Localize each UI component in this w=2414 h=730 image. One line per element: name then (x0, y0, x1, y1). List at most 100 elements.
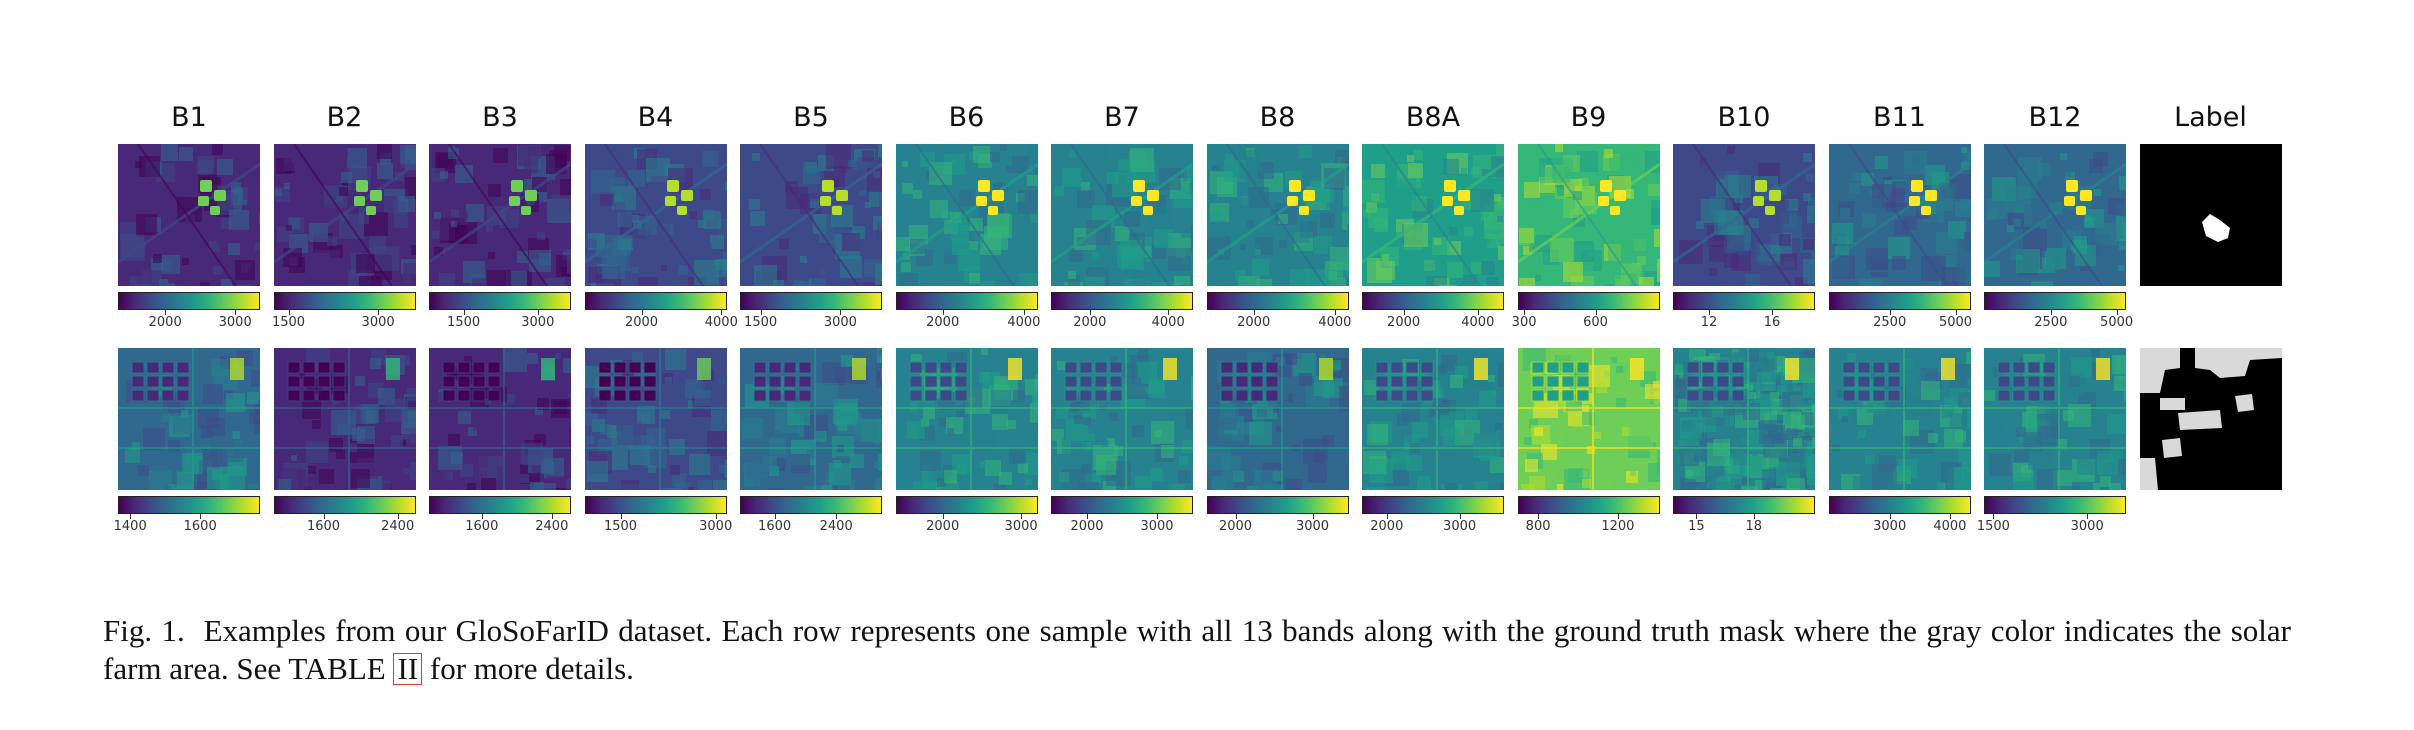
colorbar-tick (551, 514, 553, 519)
band-tile-b2-row2 (273, 348, 416, 490)
colorbar-b11-row1 (1828, 292, 1971, 310)
band-image (1362, 348, 1504, 490)
colorbar-tick (2050, 310, 2052, 315)
colorbar-tick (1334, 310, 1336, 315)
colorbar-tick-label: 16 (1763, 315, 1781, 330)
colorbar-b8-row2 (1206, 496, 1349, 514)
band-title-b6: B6 (948, 102, 985, 133)
caption-text: Examples from our GloSoFarID dataset. Ea… (103, 613, 2292, 686)
colorbar-tick (620, 514, 622, 519)
colorbar-tick (1253, 310, 1255, 315)
colorbar-tick-label: 1500 (744, 315, 778, 330)
band-tile-b4-row1 (584, 144, 727, 286)
band-title-b2: B2 (326, 102, 363, 133)
figure: B1 2000 3000 1400 1600 B2 1500 3000 1600 2400 B3 15… (114, 102, 2282, 534)
colorbar-b7-row2 (1051, 496, 1193, 514)
band-tile-b9-row1 (1517, 144, 1660, 286)
colorbar-tick-label: 2000 (926, 315, 960, 330)
label-mask-row2 (2139, 348, 2282, 490)
colorbar-b2-row1 (273, 292, 416, 310)
band-tile-b11-row2 (1828, 348, 1971, 490)
colorbar-tick (1955, 310, 1957, 315)
colorbar-tick (1617, 514, 1619, 519)
colorbar-tick (1709, 310, 1710, 315)
figure-caption: Fig. 1. Examples from our GloSoFarID dat… (103, 612, 2291, 688)
band-image (1673, 144, 1815, 286)
colorbar-tick (1949, 514, 1951, 519)
colorbar-tick-label: 3000 (1140, 519, 1174, 534)
band-tile-b6-row1 (895, 144, 1038, 286)
band-tile-b12-row1 (1984, 144, 2126, 286)
band-image (895, 144, 1038, 286)
ground-truth-mask (2139, 348, 2282, 490)
colorbar-tick (942, 514, 944, 519)
colorbar-b12-row1 (1984, 292, 2126, 310)
ground-truth-mask (2139, 144, 2282, 286)
colorbar-b1-row1 (118, 292, 260, 310)
band-title-b9: B9 (1570, 102, 1607, 133)
band-tile-b2-row1 (273, 144, 416, 286)
colorbar-tick (1168, 310, 1170, 315)
colorbar-tick (774, 514, 776, 519)
colorbar-tick (760, 310, 762, 315)
colorbar-b4-row2 (584, 496, 727, 514)
band-title-b8: B8 (1259, 102, 1296, 133)
band-image (740, 348, 882, 490)
colorbar-tick-label: 4000 (1933, 519, 1967, 534)
colorbar-tick-label: 2000 (148, 315, 182, 330)
band-image (273, 348, 416, 490)
band-tile-b3-row1 (429, 144, 571, 286)
band-tile-b3-row2 (429, 348, 571, 490)
band-image (273, 144, 416, 286)
band-tile-b7-row1 (1051, 144, 1193, 286)
colorbar-tick (721, 310, 723, 315)
colorbar-tick (942, 310, 944, 315)
band-image (1828, 144, 1971, 286)
colorbar-tick (1087, 514, 1088, 519)
colorbar-tick-label: 1600 (183, 519, 217, 534)
band-tile-b10-row2 (1673, 348, 1815, 490)
band-image (1517, 348, 1660, 490)
colorbar-tick-label: 300 (1511, 315, 1537, 330)
colorbar-tick-label: 2000 (1370, 519, 1404, 534)
colorbar-tick (1993, 514, 1995, 519)
colorbar-tick-label: 4000 (1318, 315, 1352, 330)
colorbar-tick-label: 2000 (1387, 315, 1421, 330)
colorbar-tick-label: 2000 (624, 315, 659, 330)
colorbar-b5-row2 (740, 496, 882, 514)
colorbar-tick-label: 3000 (699, 519, 733, 534)
label-title: Label (2174, 102, 2247, 133)
colorbar-tick-label: 600 (1583, 315, 1608, 330)
colorbar-tick (1312, 514, 1314, 519)
table-reference-link[interactable]: II (393, 653, 423, 685)
band-title-b4: B4 (637, 102, 674, 133)
band-tile-b10-row1 (1673, 144, 1815, 286)
band-tile-b1-row1 (118, 144, 260, 286)
colorbar-tick (130, 514, 132, 519)
colorbar-tick-label: 2500 (2034, 315, 2068, 330)
colorbar-tick (1524, 310, 1526, 315)
band-tile-b12-row2 (1984, 348, 2126, 490)
band-title-b11: B11 (1873, 102, 1926, 133)
label-mask-row1 (2139, 144, 2282, 286)
colorbar-tick (397, 514, 399, 519)
band-image (1051, 348, 1193, 490)
colorbar-tick-label: 12 (1700, 315, 1718, 330)
band-image (584, 348, 727, 490)
band-title-b1: B1 (171, 102, 207, 133)
band-title-b12: B12 (2028, 102, 2082, 133)
band-image (1206, 348, 1349, 490)
colorbar-tick-label: 1500 (1976, 519, 2010, 534)
colorbar-tick-label: 1600 (465, 519, 499, 534)
band-title-b10: B10 (1717, 102, 1771, 133)
colorbar-tick-label: 2500 (1873, 315, 1907, 330)
band-title-b8a: B8A (1405, 102, 1461, 133)
colorbar-b8-row1 (1206, 292, 1349, 310)
band-image (1362, 144, 1504, 286)
colorbar-tick (1889, 514, 1891, 519)
colorbar-tick (537, 310, 539, 315)
colorbar-b9-row2 (1517, 496, 1660, 514)
colorbar-tick (641, 310, 643, 315)
band-title-b7: B7 (1104, 102, 1140, 133)
colorbar-tick-label: 3000 (1443, 519, 1477, 534)
